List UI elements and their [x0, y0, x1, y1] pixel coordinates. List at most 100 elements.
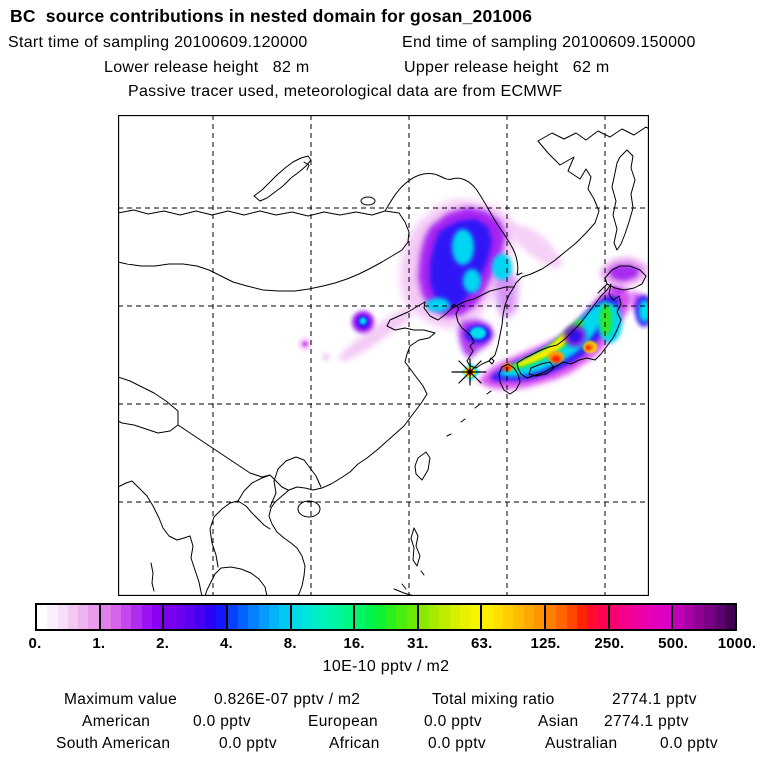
graticule [118, 115, 649, 596]
colorbar-tick-label: 125. [530, 635, 561, 652]
colorbar-cell [47, 605, 58, 629]
colorbar-cell [195, 605, 206, 629]
island-kyushu [498, 363, 521, 395]
colorbar-segment [416, 605, 481, 629]
island-taiwan [414, 451, 431, 481]
lake-baikal-hook [303, 161, 310, 171]
colorbar-cell [205, 605, 216, 629]
page-title: BC source contributions in nested domain… [10, 6, 533, 26]
max-value: 0.826E-07 pptv / m2 [214, 691, 361, 708]
island-hainan [297, 500, 321, 518]
colorbar-cell [301, 605, 313, 629]
colorbar-tick-label: 2. [156, 635, 170, 652]
colorbar-cell [470, 605, 481, 629]
colorbar-cell [597, 605, 608, 629]
colorbar-unit: 10E-10 pptv / m2 [322, 658, 450, 675]
lower-release-label: Lower release height 82 m [104, 59, 310, 76]
colorbar-cell [110, 605, 122, 629]
colorbar-cell [513, 605, 524, 629]
region-south-american-label: South American [56, 735, 171, 752]
end-time-label: End time of sampling 20100609.150000 [402, 34, 696, 51]
islands-philippines [401, 570, 425, 590]
border-russia-mongolia [117, 209, 386, 217]
colorbar-cell [429, 605, 440, 629]
colorbar [35, 603, 737, 631]
colorbar-cell [365, 605, 376, 629]
colorbar-cell [258, 605, 270, 629]
border-thailand [209, 500, 271, 568]
colorbar-cell [131, 605, 142, 629]
colorbar-cell [673, 605, 684, 629]
colorbar-cell [238, 605, 249, 629]
border-laos-vietnam [269, 456, 322, 508]
colorbar-tick-label: 1000. [717, 635, 757, 652]
colorbar-cell [533, 605, 545, 629]
region-australian-label: Australian [545, 735, 618, 752]
border-amur [384, 173, 523, 276]
colorbar-cell [215, 605, 226, 629]
receptor-marker [451, 358, 487, 386]
lake-baikal [253, 155, 312, 202]
colorbar-cell [439, 605, 450, 629]
colorbar-cell [704, 605, 715, 629]
colorbar-cell [100, 605, 111, 629]
colorbar-cell [630, 605, 641, 629]
colorbar-segment [671, 605, 736, 629]
colorbar-cell [248, 605, 259, 629]
island-sakhalin [611, 149, 636, 251]
colorbar-cell [620, 605, 631, 629]
colorbar-cell [492, 605, 504, 629]
max-value-label: Maximum value [64, 691, 178, 708]
colorbar-cell [342, 605, 354, 629]
region-african-value: 0.0 pptv [428, 735, 486, 752]
border-himalaya [117, 376, 179, 434]
colorbar-cell [57, 605, 68, 629]
coast-gulf-thailand [204, 566, 268, 597]
border-nk-china [450, 286, 515, 310]
region-european-value: 0.0 pptv [424, 713, 482, 730]
total-ratio-label: Total mixing ratio [432, 691, 555, 708]
colorbar-cell [88, 605, 99, 629]
colorbar-cell [37, 605, 48, 629]
colorbar-cell [227, 605, 239, 629]
island-hokkaido-tail [597, 283, 608, 294]
colorbar-ticks: 0. 1. 2. 4. 8. 16. 31. 63. 125. 250. 500. 1000. [29, 635, 757, 653]
border-china-myanmar [177, 424, 289, 491]
colorbar-cell [121, 605, 132, 629]
colorbar-cell [459, 605, 471, 629]
colorbar-segment [607, 605, 672, 629]
colorbar-cell [322, 605, 333, 629]
region-asian-value: 2774.1 pptv [604, 713, 689, 730]
colorbar-cell [396, 605, 407, 629]
colorbar-segment [353, 605, 417, 629]
plume-layer [299, 199, 653, 389]
colorbar-tick-label: 1. [92, 635, 106, 652]
colorbar-cell [406, 605, 417, 629]
islands-andaman [150, 562, 155, 592]
colorbar-cell [566, 605, 577, 629]
colorbar-cell [184, 605, 196, 629]
colorbar-cell [609, 605, 621, 629]
colorbar-cell [683, 605, 694, 629]
colorbar-cell [661, 605, 672, 629]
colorbar-segment [225, 605, 290, 629]
colorbar-segment [480, 605, 545, 629]
region-african-label: African [329, 735, 380, 752]
colorbar-cell [375, 605, 387, 629]
colorbar-cell [269, 605, 280, 629]
map-panel [117, 114, 653, 597]
colorbar-segment [162, 605, 226, 629]
colorbar-cell [449, 605, 460, 629]
colorbar-cell [418, 605, 430, 629]
colorbar-cell [556, 605, 567, 629]
colorbar-cell [523, 605, 534, 629]
colorbar-tick-label: 0. [28, 635, 42, 652]
colorbar-cell [546, 605, 557, 629]
colorbar-tick-label: 250. [594, 635, 625, 652]
colorbar-cell [355, 605, 366, 629]
coastline-layer [117, 126, 650, 597]
colorbar-cell [640, 605, 651, 629]
region-american-value: 0.0 pptv [193, 713, 251, 730]
colorbar-cell [693, 605, 705, 629]
total-ratio-value: 2774.1 pptv [612, 691, 697, 708]
